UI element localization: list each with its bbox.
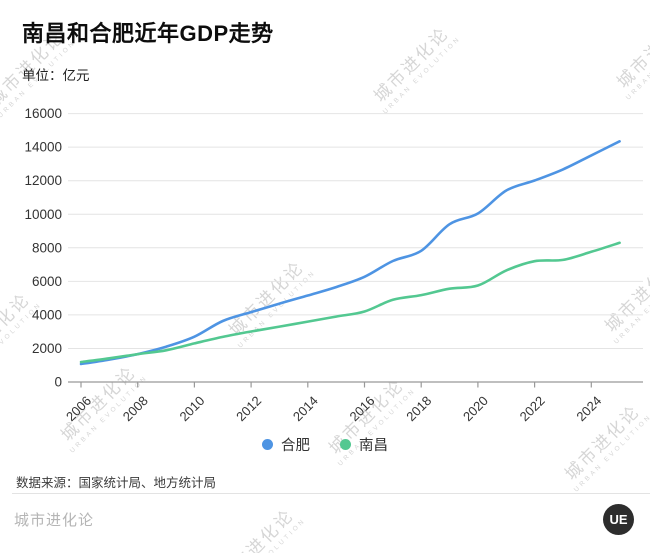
nanchang-legend-dot-icon xyxy=(340,439,351,450)
y-axis-label: 4000 xyxy=(32,307,62,322)
data-source: 数据来源：国家统计局、地方统计局 xyxy=(16,476,217,490)
hefei-line xyxy=(79,140,621,366)
y-axis-label: 6000 xyxy=(32,274,62,289)
footer-brand: 城市进化论 xyxy=(14,512,95,529)
x-axis-label: 2022 xyxy=(517,393,548,424)
nanchang-legend-label: 南昌 xyxy=(359,438,388,454)
line-chart: 0 2000 4000 6000 8000 10000 12000 14000 16000 200… xyxy=(24,106,643,424)
x-axis-label: 2012 xyxy=(233,393,264,424)
x-axis-label: 2008 xyxy=(120,393,151,424)
y-axis-label: 10000 xyxy=(24,207,62,222)
x-axis-label: 2006 xyxy=(63,393,94,424)
y-axis-label: 0 xyxy=(54,375,62,390)
x-axis-label: 2010 xyxy=(176,393,207,424)
y-axis-label: 8000 xyxy=(32,240,62,255)
x-axis-label: 2014 xyxy=(290,393,321,424)
hefei-legend-dot-icon xyxy=(262,439,273,450)
y-axis-label: 16000 xyxy=(24,106,62,121)
nanchang-line xyxy=(79,241,621,364)
y-axis-label: 2000 xyxy=(32,341,62,356)
x-axis-label: 2020 xyxy=(460,393,491,424)
legend-item-hefei: 合肥 xyxy=(262,434,310,455)
chart-title: 南昌和合肥近年GDP走势 xyxy=(22,21,274,46)
unit-label: 单位：亿元 xyxy=(22,68,90,83)
x-axis-label: 2016 xyxy=(347,393,378,424)
hefei-legend-label: 合肥 xyxy=(281,438,310,454)
ue-logo-text: UE xyxy=(609,512,628,527)
y-axis-label: 14000 xyxy=(24,140,62,155)
legend-item-nanchang: 南昌 xyxy=(340,434,388,455)
x-axis-label: 2018 xyxy=(403,393,434,424)
legend: 合肥 南昌 xyxy=(0,434,650,455)
watermark-subtext: URBAN EVOLUTION xyxy=(227,517,308,553)
footer-divider xyxy=(12,493,650,494)
y-axis-label: 12000 xyxy=(24,173,62,188)
watermark-text: 城市进化论 xyxy=(215,505,298,553)
ue-logo-icon: UE xyxy=(603,504,634,535)
x-axis-label: 2024 xyxy=(573,393,604,424)
